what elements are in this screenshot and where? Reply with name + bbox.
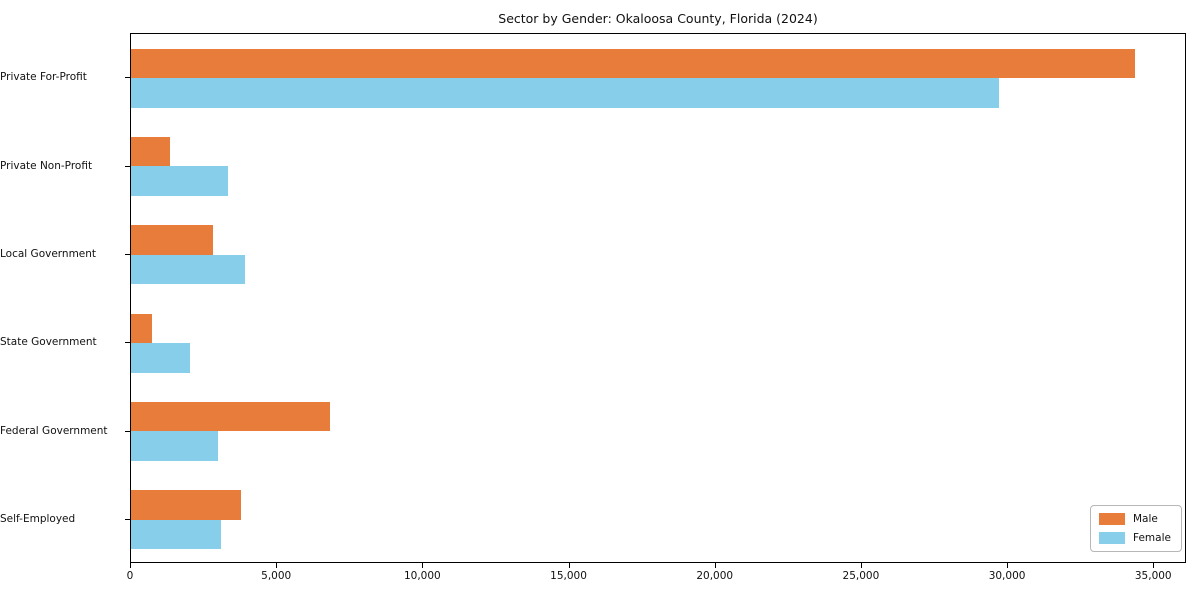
legend-item-male: Male [1099,513,1171,525]
y-tick-mark [125,253,130,255]
bar-group-private-for-profit [131,34,1185,122]
y-tick-label-local-government: Local Government [0,247,97,260]
x-tick-mark [1153,563,1155,568]
x-tick-mark [130,563,131,568]
legend-swatch-male [1099,513,1125,525]
bar-male-private-for-profit [131,48,1135,79]
x-tick-label-25000: 25,000 [842,570,880,582]
y-tick-mark [125,77,130,79]
bar-male-federal-government [131,401,330,432]
x-tick-label-5000: 5,000 [261,570,292,582]
bar-female-private-non-profit [131,166,229,196]
legend-swatch-female [1099,532,1125,544]
bar-female-state-government [131,343,191,373]
x-tick-mark [1007,563,1009,568]
y-tick-label-private-for-profit: Private For-Profit [0,71,87,84]
y-tick-label-private-non-profit: Private Non-Profit [0,159,93,172]
x-tick-mark [714,563,716,568]
bar-female-federal-government [131,431,219,461]
y-tick-mark [125,342,130,344]
bar-female-self-employed [131,519,221,550]
y-tick-mark [125,165,130,167]
bar-group-private-non-profit [131,122,1185,210]
legend-item-female: Female [1099,532,1171,544]
x-tick-mark [860,563,862,568]
x-tick-label-15000: 15,000 [550,570,587,582]
bar-male-private-non-profit [131,136,170,167]
x-tick-label-20000: 20,000 [696,570,734,582]
x-tick-label-35000: 35,000 [1134,570,1172,582]
x-tick-mark [568,563,570,568]
y-tick-label-state-government: State Government [0,336,97,349]
legend: Male Female [1090,505,1182,552]
x-tick-label-10000: 10,000 [403,570,441,582]
x-tick-mark [276,563,278,568]
y-tick-mark [125,430,130,432]
bar-group-state-government [131,299,1185,387]
bar-group-local-government [131,211,1185,299]
legend-label-male: Male [1133,513,1158,525]
bar-male-state-government [131,313,152,344]
x-tick-mark [422,563,424,568]
bar-male-local-government [131,225,213,255]
chart-title: Sector by Gender: Okaloosa County, Flori… [498,11,818,26]
plot-area [130,33,1186,563]
y-tick-mark [125,518,130,520]
legend-label-female: Female [1133,532,1171,544]
x-tick-label-30000: 30,000 [988,570,1026,582]
bar-group-self-employed [131,476,1185,564]
bar-female-private-for-profit [131,78,1000,108]
bar-group-federal-government [131,387,1185,475]
x-tick-label-0: 0 [126,570,134,582]
bar-male-self-employed [131,490,241,520]
y-tick-label-federal-government: Federal Government [0,424,108,437]
bar-female-local-government [131,254,245,285]
y-tick-label-self-employed: Self-Employed [0,512,76,525]
